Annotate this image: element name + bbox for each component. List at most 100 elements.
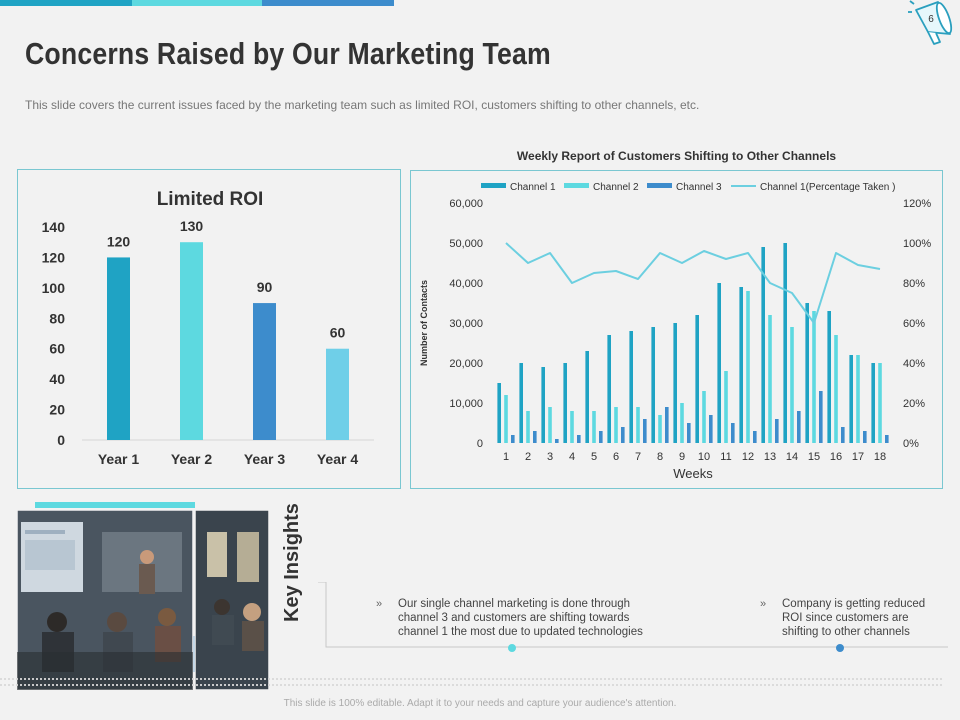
weekly-bar-2	[702, 391, 706, 443]
weekly-bar-3	[841, 427, 845, 443]
weekly-x-tick: 18	[874, 451, 886, 463]
weekly-x-tick: 11	[720, 451, 731, 463]
weekly-bar-2	[724, 371, 728, 443]
roi-data-label: 60	[330, 325, 346, 341]
weekly-bar-3	[665, 407, 669, 443]
insight-2: » Company is getting reduced ROI since c…	[760, 597, 942, 639]
roi-y-tick: 80	[49, 310, 65, 326]
weekly-bar-1	[673, 323, 677, 443]
roi-y-tick: 100	[42, 280, 66, 296]
weekly-bar-3	[753, 431, 757, 443]
weekly-bar-2	[526, 411, 530, 443]
weekly-x-axis-label: Weeks	[673, 466, 713, 481]
weekly-bar-1	[651, 327, 655, 443]
weekly-y-tick: 50,000	[449, 238, 483, 250]
page-number: 6	[928, 14, 934, 25]
weekly-bar-3	[555, 439, 559, 443]
roi-chart-title: Limited ROI	[157, 189, 264, 210]
legend-label: Channel 2	[593, 182, 639, 193]
weekly-y-tick: 40,000	[449, 278, 483, 290]
insight-1-dot	[508, 644, 516, 652]
weekly-y2-tick: 60%	[903, 318, 925, 330]
legend-swatch	[564, 183, 589, 188]
weekly-y2-tick: 80%	[903, 278, 925, 290]
weekly-bar-2	[592, 411, 596, 443]
legend-label: Channel 3	[676, 182, 722, 193]
weekly-bar-1	[871, 363, 875, 443]
weekly-bar-1	[607, 335, 611, 443]
roi-x-tick: Year 4	[317, 451, 358, 467]
roi-data-label: 120	[107, 233, 131, 249]
insight-1-marker: »	[376, 598, 383, 610]
weekly-bar-2	[504, 395, 508, 443]
roi-y-tick: 60	[49, 341, 65, 357]
weekly-x-tick: 15	[808, 451, 820, 463]
weekly-bar-1	[761, 247, 765, 443]
legend-swatch	[481, 183, 506, 188]
weekly-x-tick: 10	[698, 451, 710, 463]
weekly-x-tick: 4	[569, 451, 575, 463]
weekly-bar-2	[680, 403, 684, 443]
top-accent-bar-1	[0, 0, 132, 6]
weekly-bar-1	[629, 331, 633, 443]
insight-2-dot	[836, 644, 844, 652]
weekly-y-tick: 10,000	[449, 398, 483, 410]
weekly-x-tick: 5	[591, 451, 597, 463]
weekly-bar-1	[695, 315, 699, 443]
weekly-bar-3	[775, 419, 779, 443]
weekly-y2-tick: 120%	[903, 198, 931, 210]
weekly-y2-tick: 0%	[903, 438, 919, 450]
roi-x-tick: Year 1	[98, 451, 139, 467]
key-insights-heading: Key Insights	[281, 503, 303, 622]
weekly-bar-2	[658, 415, 662, 443]
roi-data-label: 130	[180, 218, 204, 234]
weekly-bar-2	[636, 407, 640, 443]
weekly-bar-1	[563, 363, 567, 443]
weekly-y2-tick: 40%	[903, 358, 925, 370]
weekly-bar-3	[533, 431, 537, 443]
weekly-bar-3	[577, 435, 581, 443]
roi-y-tick: 40	[49, 371, 65, 387]
weekly-bar-1	[519, 363, 523, 443]
weekly-bar-1	[541, 367, 545, 443]
roi-bar	[180, 242, 203, 440]
weekly-y-tick: 20,000	[449, 358, 483, 370]
insight-1-text: Our single channel marketing is done thr…	[398, 598, 643, 638]
weekly-bar-3	[819, 391, 823, 443]
roi-chart-panel: Limited ROI 0 20 40 60 80 100 120 140 120 Year 1 1…	[17, 169, 401, 489]
weekly-bar-3	[863, 431, 867, 443]
weekly-bar-3	[599, 431, 603, 443]
photo-accent-strip	[35, 502, 195, 508]
insight-1: » Our single channel marketing is done t…	[376, 597, 668, 639]
insights-connector	[318, 582, 948, 652]
weekly-bar-2	[548, 407, 552, 443]
weekly-bar-3	[797, 411, 801, 443]
legend-label: Channel 1	[510, 182, 556, 193]
weekly-x-tick: 3	[547, 451, 553, 463]
roi-y-tick: 140	[42, 219, 66, 235]
page-title: Concerns Raised by Our Marketing Team	[25, 36, 551, 71]
weekly-bar-2	[746, 291, 750, 443]
top-accent-bar-3	[262, 0, 394, 6]
weekly-bar-1	[827, 311, 831, 443]
roi-bar	[326, 348, 349, 440]
roi-x-tick: Year 3	[244, 451, 285, 467]
meeting-photo	[17, 502, 269, 691]
weekly-y-axis-label: Number of Contacts	[419, 280, 429, 366]
weekly-bar-1	[717, 283, 721, 443]
weekly-x-tick: 2	[525, 451, 531, 463]
weekly-x-tick: 9	[679, 451, 685, 463]
insight-2-marker: »	[760, 598, 767, 610]
weekly-y-tick: 0	[477, 438, 483, 450]
weekly-x-tick: 13	[764, 451, 776, 463]
weekly-bar-2	[878, 363, 882, 443]
weekly-bar-2	[812, 311, 816, 443]
roi-x-tick: Year 2	[171, 451, 212, 467]
page-subtitle: This slide covers the current issues fac…	[25, 98, 700, 112]
weekly-x-tick: 12	[742, 451, 754, 463]
weekly-bar-2	[570, 411, 574, 443]
weekly-chart-title: Weekly Report of Customers Shifting to O…	[516, 149, 837, 163]
roi-y-tick: 0	[57, 432, 65, 448]
weekly-bar-3	[885, 435, 889, 443]
weekly-bar-3	[709, 415, 713, 443]
